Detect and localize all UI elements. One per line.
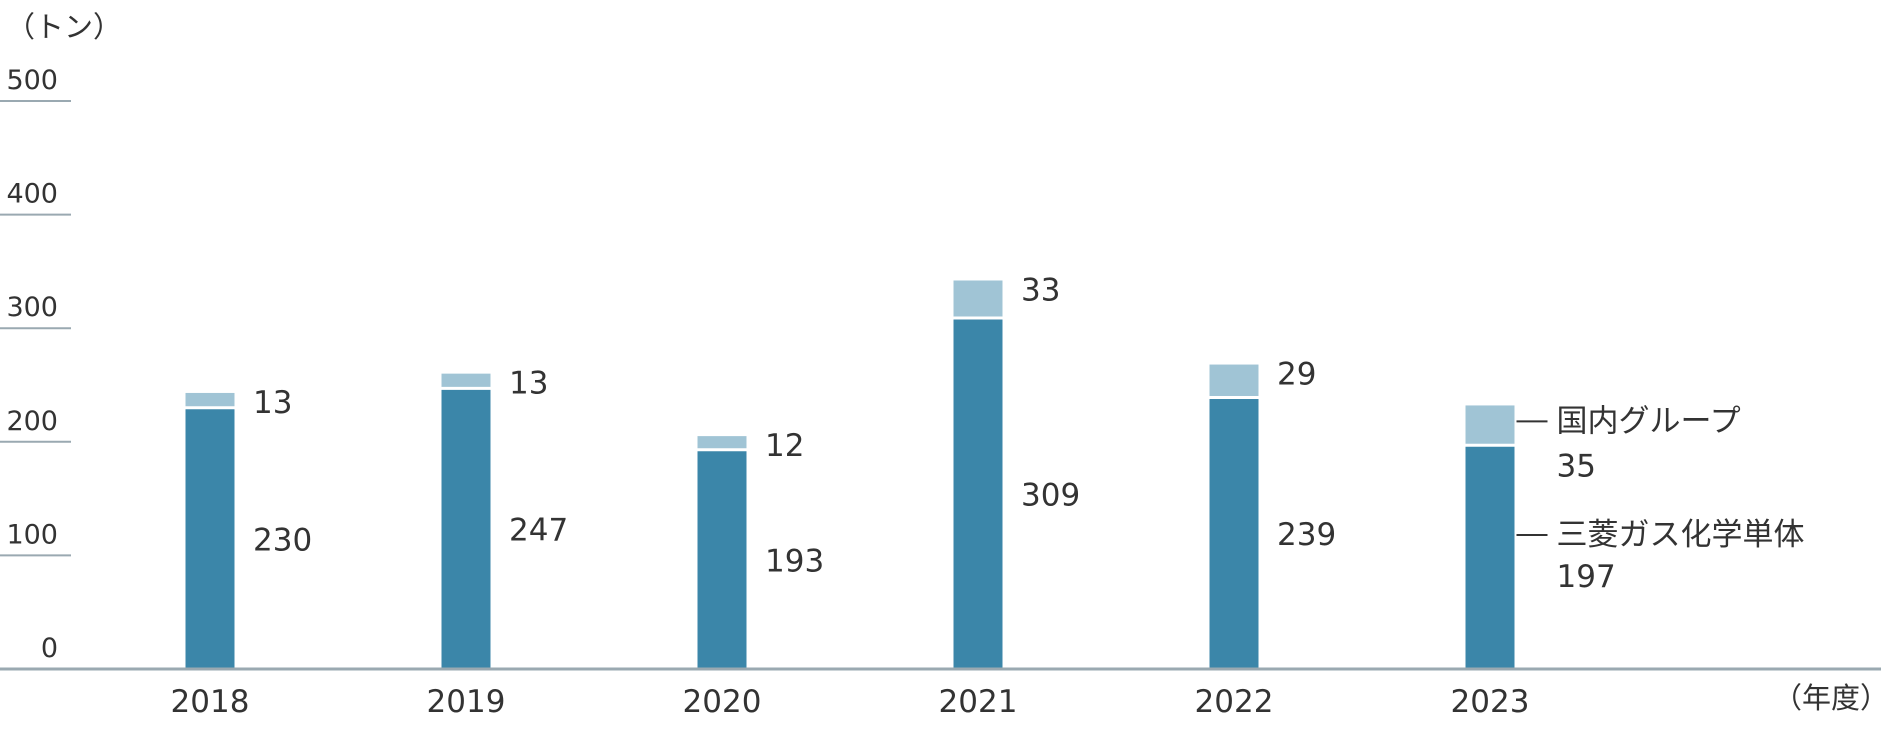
data-label-国内グループ: 12 <box>765 428 804 464</box>
x-tick-label: 2022 <box>1195 684 1274 720</box>
data-label-国内グループ: 35 <box>1557 448 1596 484</box>
data-label-国内グループ: 29 <box>1277 357 1316 393</box>
bar-segment-国内グループ <box>697 436 747 450</box>
x-tick-label: 2020 <box>683 684 762 720</box>
data-label-三菱ガス化学単体: 197 <box>1557 559 1616 595</box>
data-label-国内グループ: 13 <box>509 366 548 402</box>
y-tick-label: 500 <box>6 65 58 96</box>
x-tick-label: 2023 <box>1451 684 1530 720</box>
bars <box>185 280 1515 669</box>
bar-segment-三菱ガス化学単体 <box>697 449 747 669</box>
data-label-三菱ガス化学単体: 309 <box>1021 477 1080 513</box>
x-axis-unit-label: （年度） <box>1773 681 1881 715</box>
data-label-国内グループ: 33 <box>1021 272 1060 308</box>
bar-segment-国内グループ <box>1465 405 1515 446</box>
bar-segment-三菱ガス化学単体 <box>1465 445 1515 669</box>
data-labels: 2018 13 230 2019 13 247 2020 12 193 2021 33 309 2022… <box>171 272 1530 720</box>
bar-segment-国内グループ <box>185 392 235 408</box>
bar-segment-三菱ガス化学単体 <box>953 317 1003 669</box>
data-label-三菱ガス化学単体: 239 <box>1277 517 1336 553</box>
x-tick-label: 2021 <box>939 684 1018 720</box>
data-label-三菱ガス化学単体: 230 <box>253 522 312 558</box>
data-label-三菱ガス化学単体: 247 <box>509 513 568 549</box>
y-tick-label: 200 <box>6 406 58 437</box>
bar-segment-三菱ガス化学単体 <box>441 388 491 669</box>
x-tick-label: 2019 <box>427 684 506 720</box>
bar-segment-国内グループ <box>441 373 491 389</box>
y-tick-label: 400 <box>6 179 58 210</box>
y-axis-ticks: 0 100 200 300 400 500 <box>0 65 71 664</box>
bar-segment-三菱ガス化学単体 <box>185 407 235 669</box>
bar-segment-国内グループ <box>1209 364 1259 398</box>
y-tick-label: 100 <box>6 519 58 550</box>
y-axis-unit-label: （トン） <box>6 10 123 44</box>
legend-name-三菱ガス化学単体: 三菱ガス化学単体 <box>1557 517 1805 553</box>
x-tick-label: 2018 <box>171 684 250 720</box>
data-label-国内グループ: 13 <box>253 385 292 421</box>
bar-segment-国内グループ <box>953 280 1003 318</box>
bar-segment-三菱ガス化学単体 <box>1209 397 1259 669</box>
legend: 国内グループ 35 三菱ガス化学単体 197 <box>1516 403 1805 595</box>
data-label-三菱ガス化学単体: 193 <box>765 543 824 579</box>
legend-name-国内グループ: 国内グループ <box>1557 403 1741 439</box>
y-tick-label: 0 <box>41 633 58 664</box>
y-tick-label: 300 <box>6 292 58 323</box>
